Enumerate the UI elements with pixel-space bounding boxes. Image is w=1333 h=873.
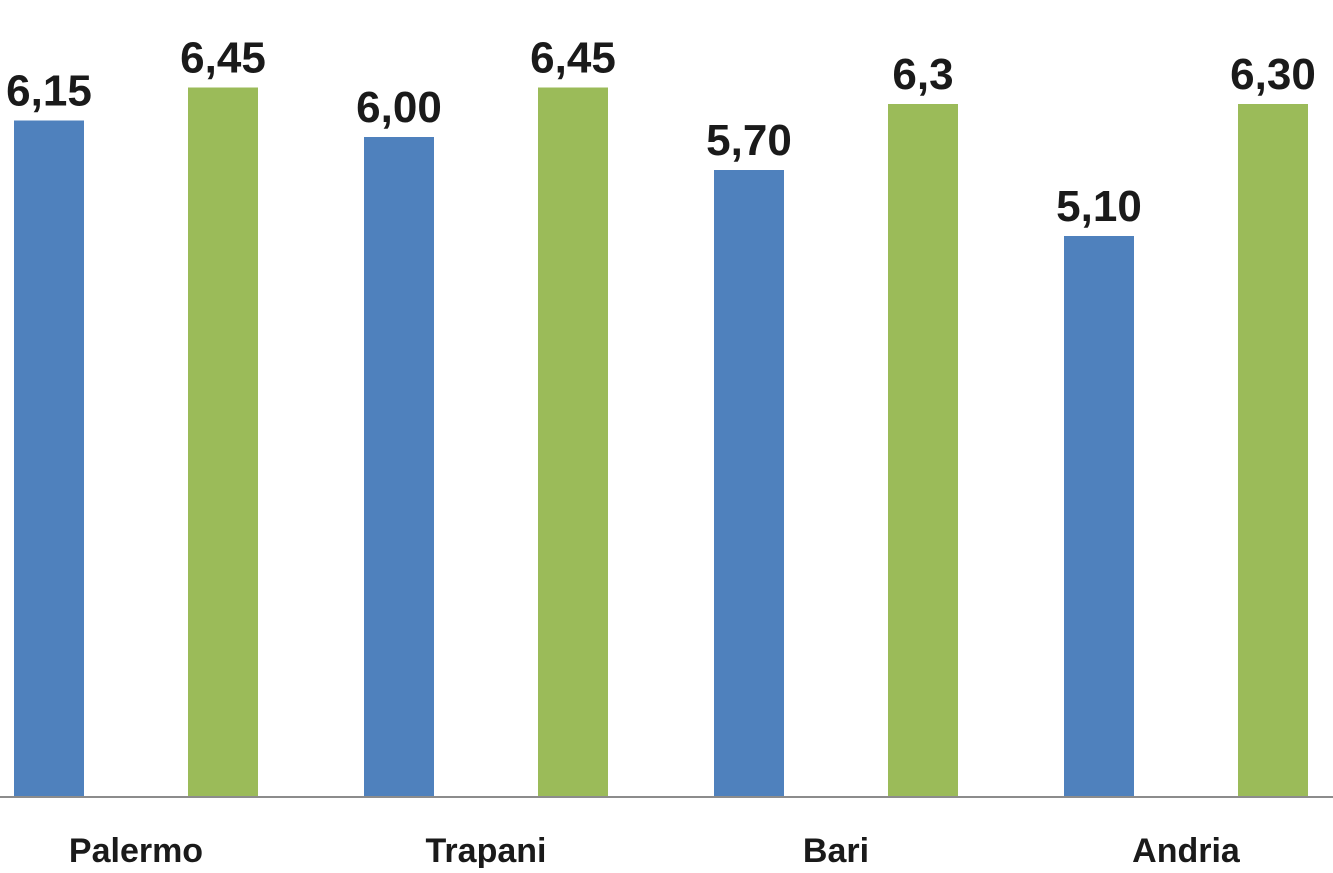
data-label-andria-series-1: 5,10 [1056,182,1142,231]
data-label-andria-series-2: 6,30 [1230,50,1316,99]
data-label-palermo-series-2: 6,45 [180,34,266,83]
bar-bari-series-1 [714,170,784,797]
data-label-trapani-series-1: 6,00 [356,83,442,132]
category-label-andria: Andria [1132,832,1241,868]
data-label-trapani-series-2: 6,45 [530,34,616,83]
bar-palermo-series-1 [14,120,84,797]
category-label-palermo: Palermo [69,832,203,868]
bar-bari-series-2 [888,104,958,797]
category-label-trapani: Trapani [426,832,547,868]
bars-layer [14,87,1308,797]
labels-layer: 6,15 6,45 6,00 6,45 5,70 6,3 5,10 6,30 [6,34,1316,232]
data-label-palermo-series-1: 6,15 [6,67,92,116]
bar-trapani-series-2 [538,87,608,797]
bar-andria-series-2 [1238,104,1308,797]
bar-andria-series-1 [1064,236,1134,797]
data-label-bari-series-2: 6,3 [892,50,953,99]
category-label-bari: Bari [803,832,869,868]
bar-palermo-series-2 [188,87,258,797]
data-label-bari-series-1: 5,70 [706,116,792,165]
bar-trapani-series-1 [364,137,434,797]
category-labels: Palermo Trapani Bari Andria [69,832,1241,870]
